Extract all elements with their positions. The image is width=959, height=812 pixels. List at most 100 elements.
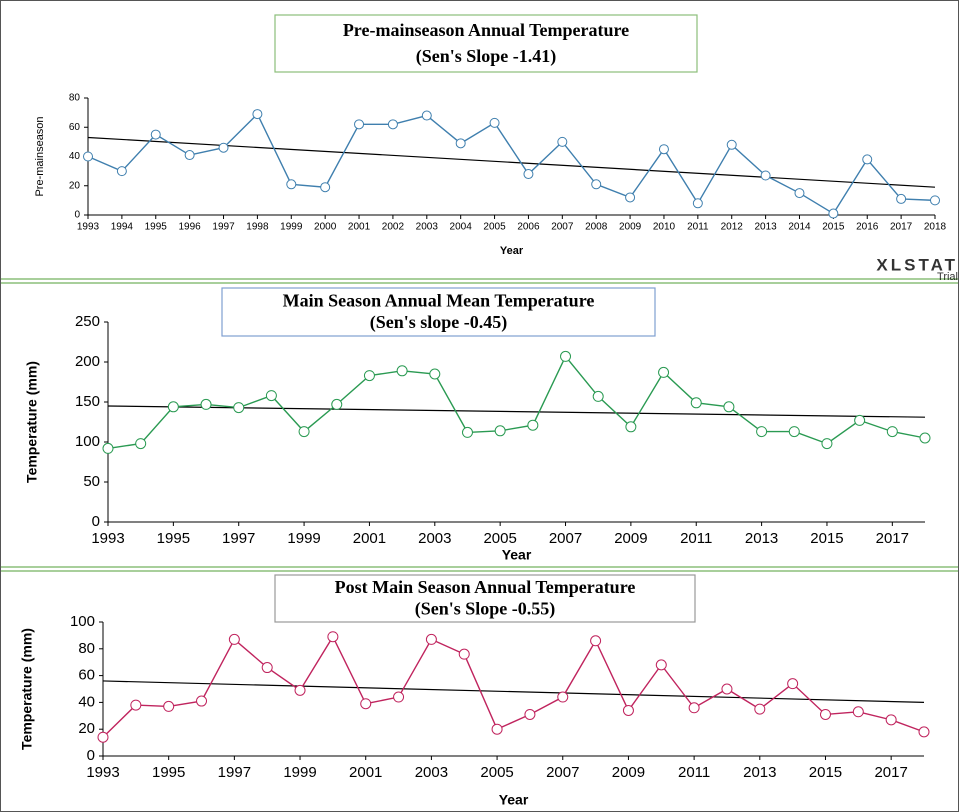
y-tick-label: 100: [70, 613, 95, 630]
x-axis-label: Year: [502, 547, 532, 563]
data-point: [196, 695, 208, 707]
x-tick-label: 2015: [822, 222, 845, 233]
x-tick-label: 1995: [152, 764, 185, 781]
data-point: [852, 706, 864, 718]
x-tick-label: 2001: [349, 764, 382, 781]
x-tick-label: 1997: [218, 764, 251, 781]
x-tick-label: 2007: [546, 764, 579, 781]
y-axis-label: Temperature (mm): [19, 628, 35, 750]
data-point: [896, 193, 907, 204]
data-point: [692, 198, 703, 209]
data-point: [489, 117, 500, 128]
x-tick-label: 1994: [111, 222, 134, 233]
chart-subtitle: (Sen's Slope -0.55): [415, 598, 556, 619]
data-point: [331, 398, 343, 410]
data-point: [167, 401, 179, 413]
y-tick-label: 0: [87, 747, 95, 764]
data-point: [97, 731, 109, 743]
data-point: [83, 151, 93, 162]
x-tick-label: 1999: [283, 764, 316, 781]
data-point: [726, 139, 737, 150]
data-point: [425, 633, 437, 645]
data-point: [760, 170, 771, 181]
y-tick-label: 0: [74, 210, 80, 221]
data-point: [787, 678, 799, 690]
data-point: [885, 714, 897, 726]
data-point: [557, 691, 569, 703]
title-box: [274, 14, 698, 73]
data-point: [396, 365, 408, 377]
data-point: [393, 691, 405, 703]
data-point: [756, 426, 768, 438]
x-tick-label: 1993: [86, 764, 119, 781]
x-tick-label: 1997: [222, 530, 255, 547]
x-tick-label: 2007: [549, 530, 582, 547]
x-tick-label: 2001: [353, 530, 386, 547]
x-tick-label: 2010: [653, 222, 676, 233]
x-tick-label: 2001: [348, 222, 371, 233]
data-point: [455, 138, 466, 149]
x-tick-label: 2009: [619, 222, 642, 233]
x-tick-label: 1995: [145, 222, 168, 233]
data-point: [233, 402, 245, 414]
watermark-sub: Trial: [937, 271, 958, 283]
data-point: [658, 366, 670, 378]
data-line: [102, 635, 925, 738]
title-box: [274, 574, 696, 623]
data-point: [494, 425, 506, 437]
data-point: [360, 698, 372, 710]
data-point: [252, 109, 263, 120]
data-point: [294, 684, 306, 696]
data-point: [590, 635, 602, 647]
data-point: [723, 401, 735, 413]
data-point: [150, 129, 161, 140]
data-point: [560, 350, 572, 362]
data-point: [854, 414, 866, 426]
data-point: [184, 150, 195, 161]
x-tick-label: 2016: [856, 222, 879, 233]
data-point: [622, 704, 634, 716]
x-tick-label: 2003: [415, 764, 448, 781]
data-point: [298, 426, 310, 438]
x-tick-label: 2007: [551, 222, 574, 233]
y-tick-label: 200: [75, 353, 100, 370]
x-tick-label: 2017: [876, 530, 909, 547]
chart-title: Pre-mainseason Annual Temperature: [343, 20, 629, 40]
chart-subtitle: (Sen's Slope -1.41): [416, 46, 557, 67]
title-box: [221, 287, 656, 337]
y-axis-label: Pre-mainseason: [34, 116, 46, 196]
x-tick-label: 2009: [614, 530, 647, 547]
data-point: [591, 179, 602, 190]
data-point: [527, 419, 539, 431]
data-point: [930, 195, 940, 206]
y-tick-label: 20: [69, 180, 81, 191]
data-line: [87, 112, 936, 215]
data-point: [658, 144, 669, 155]
x-tick-label: 2011: [678, 764, 710, 781]
data-point: [265, 390, 277, 402]
x-tick-label: 2017: [874, 764, 907, 781]
x-tick-label: 1999: [287, 530, 320, 547]
data-point: [625, 421, 637, 433]
x-tick-label: 1998: [246, 222, 269, 233]
data-point: [461, 426, 473, 438]
x-tick-label: 1996: [179, 222, 202, 233]
data-point: [625, 192, 636, 203]
data-point: [163, 700, 175, 712]
data-point: [557, 136, 568, 147]
x-tick-label: 2008: [585, 222, 608, 233]
data-point: [828, 208, 839, 219]
chart-subtitle: (Sen's slope -0.45): [370, 312, 508, 333]
data-point: [523, 169, 534, 180]
y-axis-label: Temperature (mm): [24, 361, 40, 483]
data-point: [862, 154, 873, 165]
x-tick-label: 1999: [280, 222, 303, 233]
data-point: [754, 703, 766, 715]
data-point: [721, 683, 733, 695]
chart-title: Main Season Annual Mean Temperature: [283, 291, 595, 311]
data-point: [429, 368, 441, 380]
x-tick-label: 1993: [77, 222, 100, 233]
trend-line: [102, 680, 925, 703]
